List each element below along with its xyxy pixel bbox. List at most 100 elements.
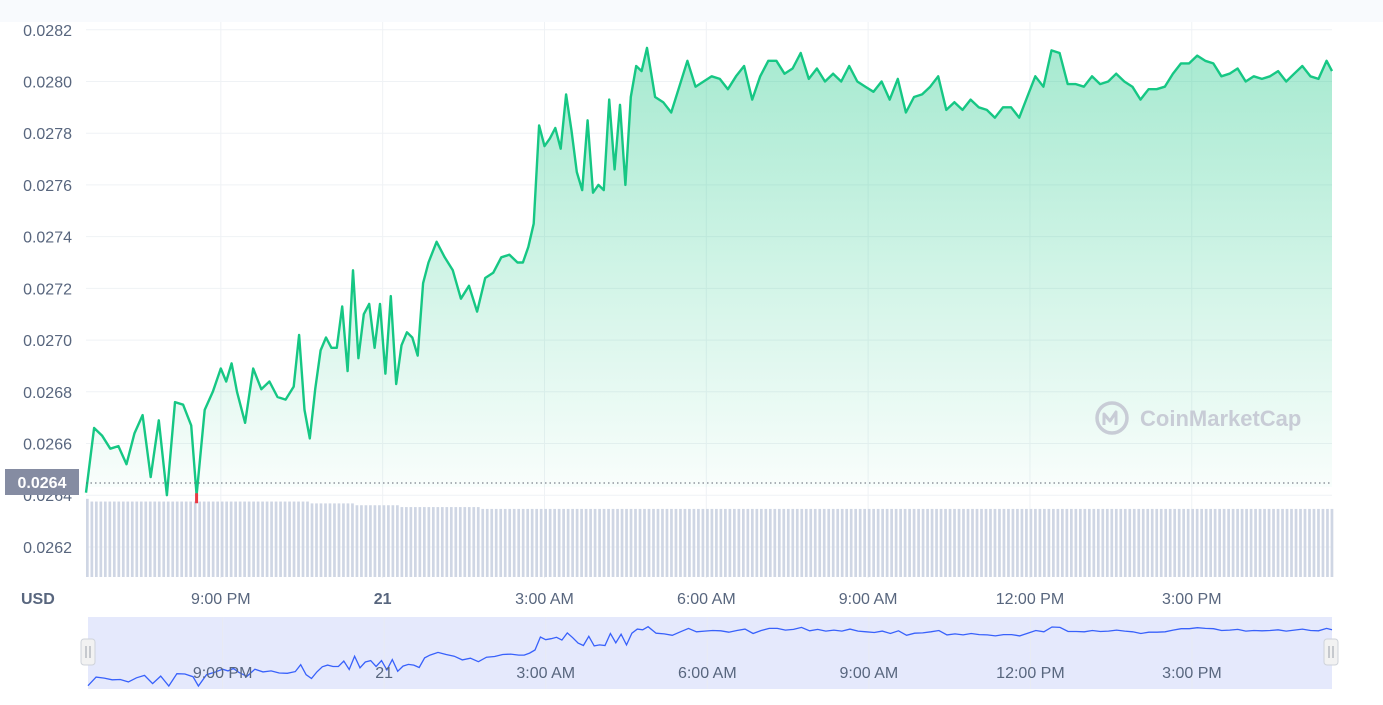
volume-bar	[1070, 508, 1073, 577]
volume-bar	[1034, 508, 1037, 577]
volume-bar	[683, 508, 687, 577]
volume-bar	[1267, 508, 1271, 577]
volume-bar	[831, 508, 835, 577]
volume-bar	[270, 501, 273, 577]
volume-bar	[607, 508, 610, 577]
volume-bar	[1119, 508, 1123, 577]
volume-bar	[454, 507, 458, 577]
volume-bar	[557, 508, 561, 577]
volume-bar	[620, 508, 624, 577]
volume-bar	[957, 508, 961, 577]
volume-bar	[1218, 508, 1221, 577]
volume-bar	[1285, 508, 1289, 577]
volume-bar	[863, 508, 867, 577]
x-tick-label: 3:00 AM	[515, 591, 574, 608]
volume-bar	[521, 508, 525, 577]
navigator-x-axis: 9:00 PM 21 3:00 AM 6:00 AM 9:00 AM 12:00 PM 3:…	[193, 665, 1222, 682]
current-price-marker: 0.0264	[5, 469, 1332, 495]
coinmarketcap-logo-icon	[1095, 401, 1129, 435]
volume-bar	[292, 501, 296, 577]
volume-bar	[643, 508, 646, 577]
volume-bar	[899, 508, 902, 577]
volume-bar	[355, 505, 359, 577]
volume-bar	[939, 508, 943, 577]
volume-bar	[818, 508, 822, 577]
volume-bar	[1132, 508, 1136, 577]
volume-bar	[634, 508, 637, 577]
navigator-tick-label: 12:00 PM	[996, 665, 1064, 682]
volume-bar	[1164, 508, 1168, 577]
volume-bar	[157, 501, 161, 577]
volume-bar	[431, 507, 435, 577]
volume-bar	[697, 508, 700, 577]
volume-bar	[782, 508, 786, 577]
volume-bar	[297, 501, 300, 577]
volume-bar	[508, 508, 512, 577]
volume-bar	[971, 508, 974, 577]
volume-bar	[1078, 508, 1082, 577]
volume-bar	[890, 508, 893, 577]
x-tick-label: 12:00 PM	[996, 591, 1064, 608]
volume-bar	[674, 508, 678, 577]
navigator-tick-label: 3:00 PM	[1162, 665, 1222, 682]
volume-bar	[917, 508, 920, 577]
volume-bar	[279, 501, 282, 577]
volume-bar	[1177, 508, 1181, 577]
volume-bar	[193, 501, 197, 577]
volume-bar	[1222, 508, 1226, 577]
price-area-fill	[86, 47, 1332, 496]
volume-bar	[512, 508, 516, 577]
volume-bar	[328, 503, 332, 577]
volume-bar	[243, 501, 246, 577]
time-navigator[interactable]: 9:00 PM 21 3:00 AM 6:00 AM 9:00 AM 12:00 PM 3:…	[80, 617, 1339, 689]
navigator-handle-left-icon[interactable]	[80, 638, 96, 666]
volume-bar	[1159, 508, 1163, 577]
volume-bar	[445, 507, 449, 577]
volume-bar	[1002, 508, 1006, 577]
volume-bar	[391, 505, 395, 577]
volume-bar	[894, 508, 898, 577]
volume-bar	[580, 508, 583, 577]
volume-bar	[333, 503, 336, 577]
volume-bar	[885, 508, 889, 577]
volume-bar	[112, 501, 116, 577]
volume-bar	[1007, 508, 1010, 577]
y-tick-label: 0.0278	[23, 126, 72, 143]
volume-bar	[656, 508, 660, 577]
volume-bar	[198, 501, 202, 577]
volume-bar	[1114, 508, 1118, 577]
volume-bar	[1240, 508, 1244, 577]
volume-bar	[1061, 508, 1064, 577]
volume-bar	[86, 498, 89, 577]
y-axis: 0.02620.02640.02660.02680.02700.02720.02…	[23, 23, 72, 557]
navigator-selection[interactable]	[88, 617, 1332, 689]
volume-bar	[813, 508, 817, 577]
volume-bar	[616, 508, 619, 577]
volume-bar	[989, 508, 992, 577]
navigator-tick-label: 9:00 AM	[840, 665, 899, 682]
volume-bar	[1128, 508, 1132, 577]
volume-bar	[589, 508, 592, 577]
volume-bar	[503, 508, 507, 577]
volume-bar	[1236, 508, 1239, 577]
current-price-label: 0.0264	[18, 475, 67, 492]
volume-bar	[274, 501, 278, 577]
volume-bar	[189, 501, 193, 577]
volume-bar	[1123, 508, 1127, 577]
volume-bar	[1065, 508, 1069, 577]
volume-bar	[962, 508, 965, 577]
volume-bar	[315, 503, 318, 577]
volume-bar	[405, 507, 408, 577]
volume-bar	[701, 508, 705, 577]
navigator-handle-right-icon[interactable]	[1323, 638, 1339, 666]
y-tick-label: 0.0276	[23, 178, 72, 195]
volume-bar	[153, 501, 157, 577]
volume-bar	[1056, 508, 1060, 577]
volume-bar	[1087, 508, 1091, 577]
volume-bar	[346, 503, 350, 577]
volume-bar	[562, 508, 565, 577]
volume-bar	[804, 508, 808, 577]
volume-bar	[481, 508, 485, 577]
